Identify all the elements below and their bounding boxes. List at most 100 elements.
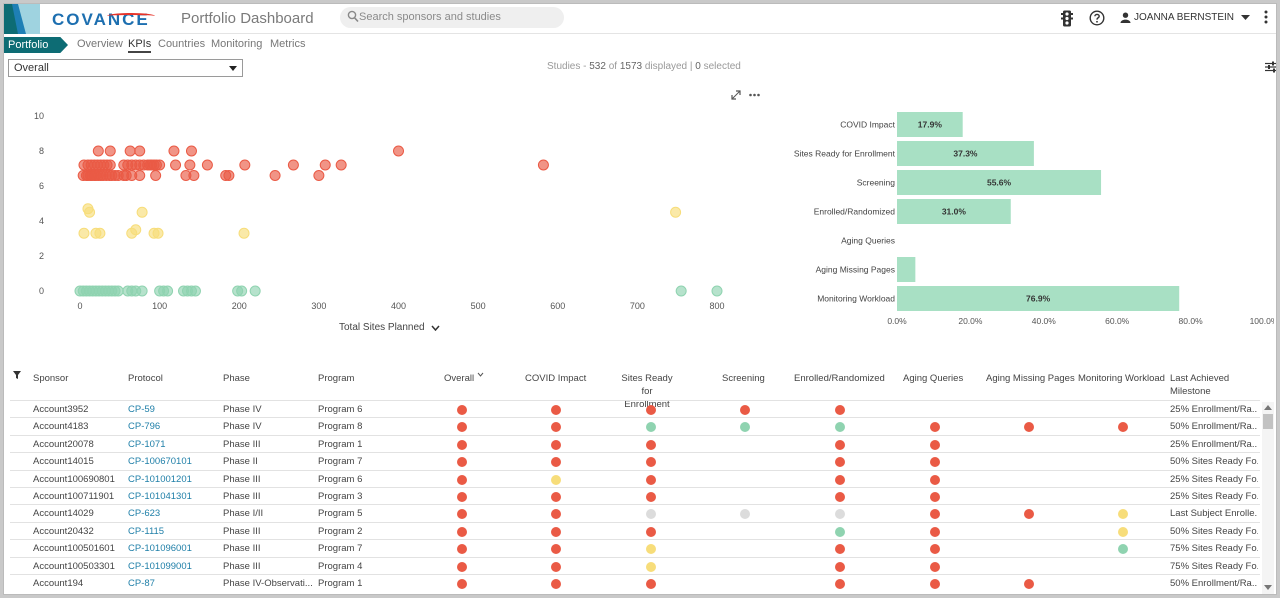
kpi-status-dot-red[interactable] <box>835 544 845 555</box>
kpi-status-dot-red[interactable] <box>551 405 561 415</box>
kpi-status-dot-gray[interactable] <box>740 509 750 520</box>
kpi-status-dot-red[interactable] <box>740 405 750 415</box>
kpi-status-dot-red[interactable] <box>551 439 561 450</box>
kpi-status-dot-red[interactable] <box>646 579 656 589</box>
more-horizontal-icon[interactable] <box>749 93 760 97</box>
kpi-status-dot-red[interactable] <box>457 561 467 572</box>
more-vertical-icon[interactable] <box>1264 10 1268 24</box>
kpi-status-dot-red[interactable] <box>646 474 656 485</box>
kpi-status-dot-red[interactable] <box>930 579 940 589</box>
kpi-status-dot-red[interactable] <box>457 579 467 589</box>
kpi-status-dot-red[interactable] <box>551 492 561 502</box>
protocol-link[interactable]: CP-101096001 <box>128 543 192 555</box>
kpi-status-dot-red[interactable] <box>551 422 561 433</box>
kpi-status-dot-red[interactable] <box>930 509 940 520</box>
kpi-status-dot-red[interactable] <box>457 457 467 468</box>
kpi-status-dot-red[interactable] <box>835 492 845 502</box>
x-axis-selector[interactable]: Total Sites Planned <box>339 322 440 333</box>
kpi-status-dot-red[interactable] <box>551 526 561 537</box>
table-row[interactable]: Account100503301 CP-101099001 Phase III Pro… <box>10 556 1260 574</box>
col-header-screening[interactable]: Screening <box>722 373 765 384</box>
col-header-sites-ready[interactable]: Sites Ready for Enrollment <box>617 372 677 411</box>
scroll-up-icon[interactable] <box>1264 405 1272 410</box>
protocol-link[interactable]: CP-1071 <box>128 438 166 450</box>
kpi-status-dot-red[interactable] <box>930 544 940 555</box>
search-input[interactable] <box>359 9 554 25</box>
table-row[interactable]: Account100501601 CP-101096001 Phase III Pro… <box>10 539 1260 556</box>
user-menu[interactable]: JOANNA BERNSTEIN <box>1120 12 1251 23</box>
kpi-status-dot-red[interactable] <box>457 509 467 520</box>
col-header-covid-impact[interactable]: COVID Impact <box>525 373 587 384</box>
col-header-protocol[interactable]: Protocol <box>128 373 163 384</box>
kpi-filter-select[interactable]: Overall <box>8 59 243 77</box>
kpi-status-dot-yellow[interactable] <box>1118 526 1128 537</box>
kpi-status-dot-green[interactable] <box>740 422 750 433</box>
kpi-status-dot-red[interactable] <box>457 492 467 502</box>
kpi-status-dot-red[interactable] <box>457 439 467 450</box>
protocol-link[interactable]: CP-623 <box>128 508 161 520</box>
col-header-overall[interactable]: Overall <box>444 372 484 385</box>
kpi-status-dot-red[interactable] <box>930 457 940 468</box>
kpi-status-dot-red[interactable] <box>1118 422 1128 433</box>
protocol-link[interactable]: CP-796 <box>128 421 161 433</box>
kpi-status-dot-yellow[interactable] <box>646 544 656 555</box>
kpi-status-dot-red[interactable] <box>457 422 467 433</box>
kpi-status-dot-red[interactable] <box>457 526 467 537</box>
kpi-status-dot-red[interactable] <box>835 561 845 572</box>
kpi-status-dot-red[interactable] <box>835 457 845 468</box>
help-icon[interactable] <box>1089 10 1105 26</box>
expand-icon[interactable] <box>731 90 741 100</box>
kpi-status-dot-gray[interactable] <box>646 509 656 520</box>
kpi-status-dot-red[interactable] <box>646 405 656 415</box>
kpi-status-dot-red[interactable] <box>646 439 656 450</box>
kpi-status-dot-red[interactable] <box>457 405 467 415</box>
kpi-status-dot-red[interactable] <box>835 439 845 450</box>
table-scrollbar[interactable] <box>1262 402 1274 594</box>
col-header-aging-missing-pages[interactable]: Aging Missing Pages <box>986 373 1075 384</box>
table-row[interactable]: Account3952 CP-59 Phase IV Program 6 25% Enr… <box>10 400 1260 417</box>
col-header-program[interactable]: Program <box>318 373 355 384</box>
tab-countries[interactable]: Countries <box>158 38 206 50</box>
table-row[interactable]: Account100690801 CP-101001201 Phase III Pro… <box>10 469 1260 487</box>
filter-funnel-icon[interactable] <box>13 371 21 379</box>
kpi-status-dot-yellow[interactable] <box>551 474 561 485</box>
table-row[interactable]: Account20078 CP-1071 Phase III Program 1 25%… <box>10 434 1260 452</box>
kpi-status-dot-red[interactable] <box>457 474 467 485</box>
protocol-link[interactable]: CP-59 <box>128 404 155 415</box>
kpi-status-dot-red[interactable] <box>551 579 561 589</box>
kpi-status-dot-red[interactable] <box>1024 579 1034 589</box>
kpi-status-dot-red[interactable] <box>930 561 940 572</box>
settings-sliders-icon[interactable] <box>1265 61 1277 73</box>
kpi-status-dot-red[interactable] <box>551 544 561 555</box>
kpi-status-dot-red[interactable] <box>646 526 656 537</box>
breadcrumb-portfolio[interactable]: Portfolio <box>4 37 68 53</box>
tab-monitoring[interactable]: Monitoring <box>211 38 263 50</box>
col-header-monitoring-workload[interactable]: Monitoring Workload <box>1078 373 1165 384</box>
kpi-status-dot-yellow[interactable] <box>1118 509 1128 520</box>
table-scrollbar-thumb[interactable] <box>1263 414 1273 429</box>
kpi-status-dot-green[interactable] <box>835 422 845 433</box>
col-header-sponsor[interactable]: Sponsor <box>33 373 69 384</box>
tab-metrics[interactable]: Metrics <box>270 38 306 50</box>
kpi-status-dot-red[interactable] <box>930 526 940 537</box>
kpi-status-dot-red[interactable] <box>1024 422 1034 433</box>
kpi-status-dot-red[interactable] <box>551 561 561 572</box>
kpi-status-dot-gray[interactable] <box>835 509 845 520</box>
kpi-status-dot-red[interactable] <box>551 509 561 520</box>
table-row[interactable]: Account4183 CP-796 Phase IV Program 8 50% En… <box>10 417 1260 434</box>
col-header-last-milestone[interactable]: Last Achieved Milestone <box>1170 372 1229 398</box>
table-row[interactable]: Account100711901 CP-101041301 Phase III Pro… <box>10 487 1260 504</box>
kpi-status-dot-red[interactable] <box>930 474 940 485</box>
table-row[interactable]: Account14015 CP-100670101 Phase II Program … <box>10 452 1260 469</box>
kpi-status-dot-red[interactable] <box>646 492 656 502</box>
table-row[interactable]: Account14029 CP-623 Phase I/II Program 5 Las… <box>10 504 1260 521</box>
tab-overview[interactable]: Overview <box>77 38 123 50</box>
protocol-link[interactable]: CP-101099001 <box>128 560 192 572</box>
kpi-status-dot-red[interactable] <box>835 405 845 415</box>
traffic-light-icon[interactable] <box>1061 10 1073 27</box>
protocol-link[interactable]: CP-1115 <box>128 525 165 537</box>
kpi-status-dot-red[interactable] <box>930 492 940 502</box>
kpi-status-dot-red[interactable] <box>646 457 656 468</box>
kpi-status-dot-red[interactable] <box>835 474 845 485</box>
col-header-enrolled[interactable]: Enrolled/Randomized <box>794 373 885 384</box>
